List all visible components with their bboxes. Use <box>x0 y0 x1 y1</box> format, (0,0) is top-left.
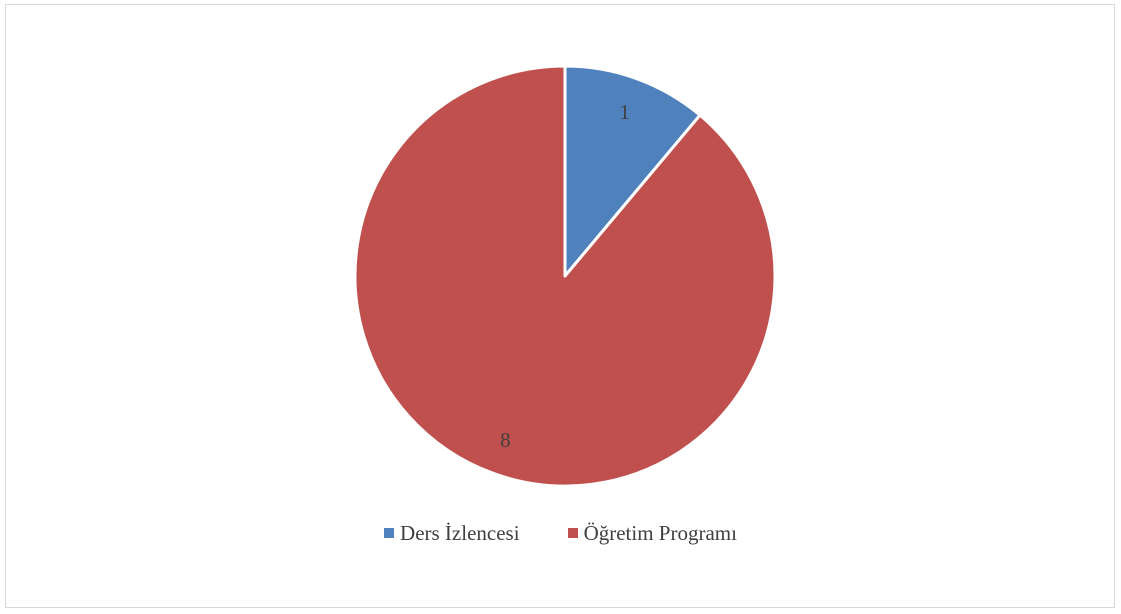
pie-slice-ders-izlencesi <box>563 64 702 278</box>
data-label-ogretim-programi: 8 <box>500 428 511 452</box>
legend-swatch-ogretim-programi <box>567 528 578 538</box>
data-label-ders-izlencesi: 1 <box>619 100 630 124</box>
chart-legend: Ders İzlencesi Öğretim Programı <box>0 517 1121 549</box>
pie-data-labels: 18 <box>500 100 630 452</box>
legend-swatch-ders-izlencesi <box>384 528 395 538</box>
pie-slice-ogretim-programi <box>353 64 777 488</box>
legend-label-ders-izlencesi: Ders İzlencesi <box>400 520 520 545</box>
legend-item-ders-izlencesi: Ders İzlencesi <box>384 521 520 546</box>
legend-label-ogretim-programi: Öğretim Programı <box>583 520 737 545</box>
legend-item-ogretim-programi: Öğretim Programı <box>567 520 737 546</box>
pie-slices <box>353 64 777 488</box>
